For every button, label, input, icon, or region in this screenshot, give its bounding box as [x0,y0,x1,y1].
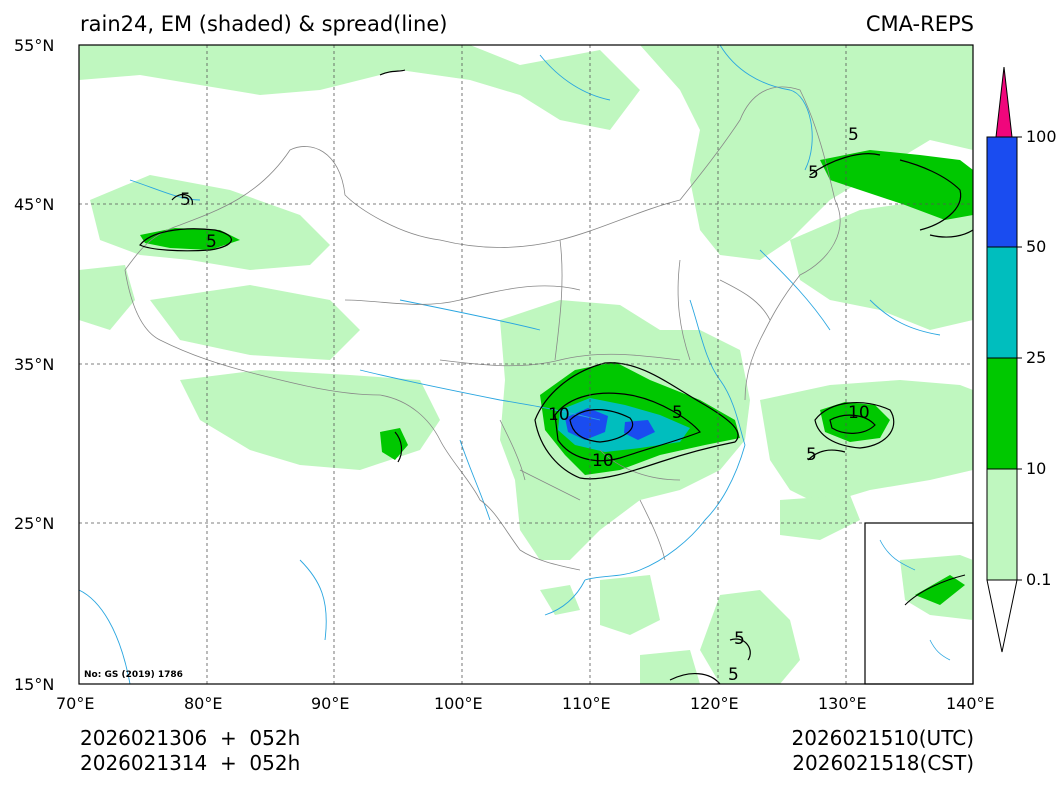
contour-labels: 5 5 5 5 5 10 10 10 5 5 5 5 [180,125,915,685]
contour-label: 5 [848,125,859,145]
colorbar-label: 100 [1026,127,1057,146]
lon-tick: 70°E [56,694,95,713]
gridlines [79,45,973,684]
colorbar-under-extension [986,579,1018,653]
valid-time-utc: 2026021510(UTC) [791,726,975,750]
colorbar [986,66,1022,653]
map-area: 5 5 5 5 5 10 10 10 5 5 5 5 [79,45,973,685]
contour-label: 5 [206,232,217,252]
contour-label: 5 [806,445,817,465]
colorbar-segment-0.1-10 [986,468,1018,581]
spread-contours [139,69,973,684]
colorbar-label: 10 [1026,459,1047,478]
colorbar-label: 50 [1026,237,1047,256]
lon-tick: 100°E [434,694,483,713]
contour-label: 5 [808,163,819,183]
contour-label: 10 [592,451,614,471]
init-time-cst: 2026021314 + 052h [80,751,301,775]
lon-tick: 90°E [311,694,350,713]
lat-tick: 55°N [14,36,55,55]
valid-time-cst: 2026021518(CST) [792,751,974,775]
map-title: rain24, EM (shaded) & spread(line) [80,12,448,36]
contour-label: 5 [728,665,739,685]
lon-tick: 110°E [562,694,611,713]
colorbar-over-extension [995,66,1013,138]
lon-tick: 130°E [818,694,867,713]
south-china-sea-inset [864,522,974,685]
lat-tick: 25°N [14,514,55,533]
lat-tick: 15°N [14,675,55,694]
colorbar-segment-10-25 [986,357,1018,470]
colorbar-segment-50-100 [986,136,1018,248]
light-rain-shading [79,45,973,684]
map-approval-number: No: GS (2019) 1786 [84,670,183,680]
colorbar-label: 0.1 [1026,570,1052,589]
lon-tick: 140°E [946,694,995,713]
lon-tick: 120°E [690,694,739,713]
contour-label: 10 [548,405,570,425]
rivers-coastlines [79,45,941,684]
lat-tick: 35°N [14,355,55,374]
contour-label: 5 [180,190,191,210]
contour-label: 10 [848,403,870,423]
lat-tick: 45°N [14,195,55,214]
init-time-utc: 2026021306 + 052h [80,726,301,750]
map-frame [78,44,974,685]
lon-tick: 80°E [184,694,223,713]
model-name: CMA-REPS [865,12,974,36]
contour-label: 5 [734,629,745,649]
colorbar-segment-25-50 [986,246,1018,359]
colorbar-label: 25 [1026,348,1047,367]
contour-label: 5 [672,403,683,423]
